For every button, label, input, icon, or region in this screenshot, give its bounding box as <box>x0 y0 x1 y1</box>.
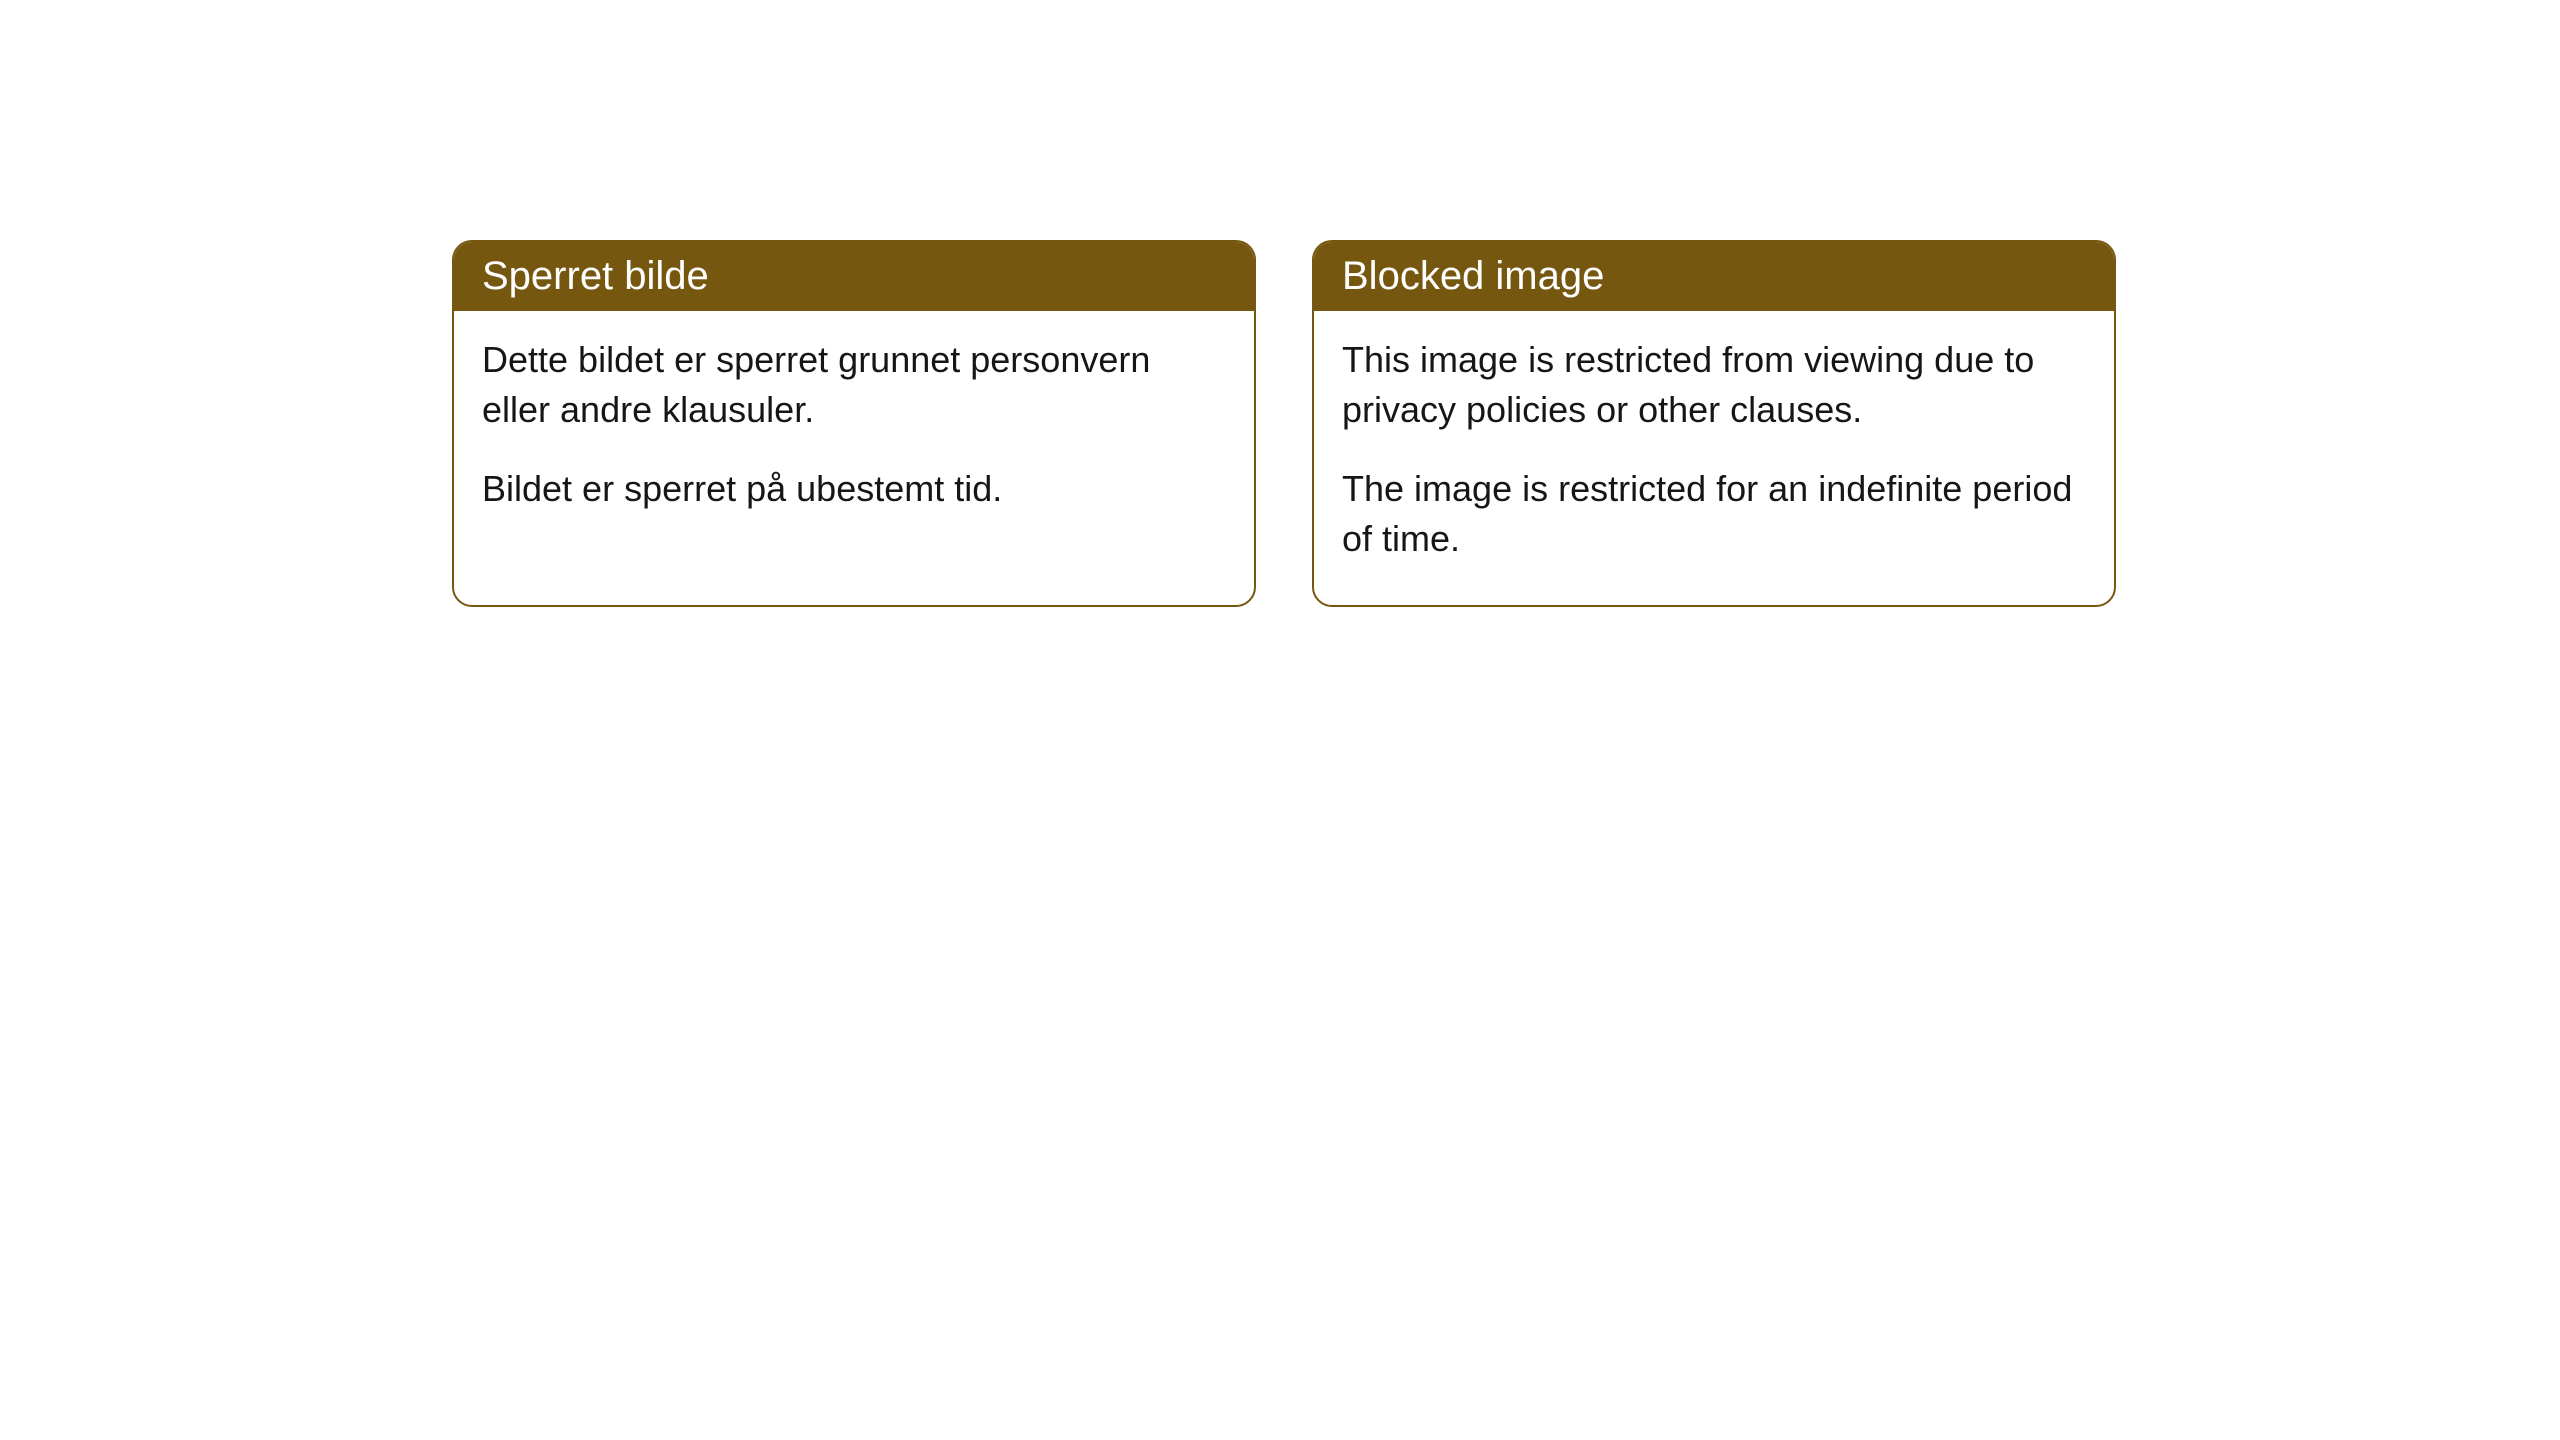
card-body-norwegian: Dette bildet er sperret grunnet personve… <box>454 311 1254 554</box>
blocked-image-card-english: Blocked image This image is restricted f… <box>1312 240 2116 607</box>
card-paragraph-2-english: The image is restricted for an indefinit… <box>1342 464 2086 565</box>
card-paragraph-2-norwegian: Bildet er sperret på ubestemt tid. <box>482 464 1226 514</box>
card-paragraph-1-english: This image is restricted from viewing du… <box>1342 335 2086 436</box>
cards-container: Sperret bilde Dette bildet er sperret gr… <box>0 0 2560 607</box>
card-body-english: This image is restricted from viewing du… <box>1314 311 2114 605</box>
card-title-english: Blocked image <box>1314 242 2114 311</box>
card-title-norwegian: Sperret bilde <box>454 242 1254 311</box>
blocked-image-card-norwegian: Sperret bilde Dette bildet er sperret gr… <box>452 240 1256 607</box>
card-paragraph-1-norwegian: Dette bildet er sperret grunnet personve… <box>482 335 1226 436</box>
